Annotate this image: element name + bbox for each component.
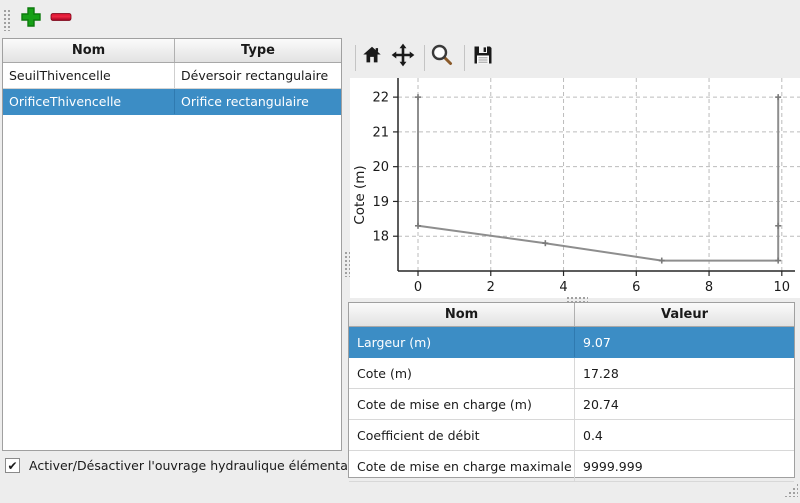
window-resize-grip[interactable] bbox=[784, 483, 798, 497]
cell-nom: OrificeThivencelle bbox=[3, 89, 175, 114]
property-name: Cote (m) bbox=[349, 358, 575, 388]
property-value: 9999.999 bbox=[583, 458, 643, 474]
structure-profile-figure[interactable]: 0 2 4 6 8 10 18 19 20 21 22 Cote (m) bbox=[350, 78, 800, 298]
table-row-selected[interactable]: OrificeThivencelle Orifice rectangulaire bbox=[3, 89, 341, 115]
home-icon bbox=[361, 44, 383, 70]
column-header-valeur[interactable]: Valeur bbox=[660, 307, 709, 322]
main-toolbar bbox=[0, 0, 800, 38]
check-icon: ✔ bbox=[7, 458, 18, 473]
column-header-nom[interactable]: Nom bbox=[3, 39, 175, 62]
properties-table-header: Nom Valeur bbox=[349, 303, 794, 327]
property-row-selected[interactable]: Largeur (m) 9.07 bbox=[349, 327, 794, 358]
plot-pan-button[interactable] bbox=[390, 42, 416, 72]
property-value: 17.28 bbox=[583, 365, 619, 381]
cell-type: Déversoir rectangulaire bbox=[181, 68, 329, 83]
svg-text:21: 21 bbox=[372, 125, 389, 140]
properties-table: Nom Valeur Largeur (m) 9.07 Cote (m) 17.… bbox=[348, 302, 795, 482]
minus-icon bbox=[49, 5, 73, 33]
enable-structure-checkbox[interactable]: ✔ bbox=[5, 458, 20, 473]
cell-nom: SeuilThivencelle bbox=[3, 63, 175, 88]
property-name: Cote de mise en charge maximale bbox=[349, 451, 575, 481]
property-row[interactable]: Cote de mise en charge maximale 9999.999 bbox=[349, 451, 794, 482]
pan-arrows-icon bbox=[390, 42, 416, 72]
svg-text:0: 0 bbox=[414, 280, 422, 295]
property-value: 0.4 bbox=[583, 427, 603, 443]
property-row[interactable]: Coefficient de débit 0.4 bbox=[349, 420, 794, 451]
svg-text:Cote (m): Cote (m) bbox=[352, 165, 368, 224]
toolbar-separator bbox=[355, 45, 356, 71]
property-row[interactable]: Cote (m) 17.28 bbox=[349, 358, 794, 389]
svg-text:8: 8 bbox=[705, 280, 713, 295]
svg-text:2: 2 bbox=[487, 280, 495, 295]
toolbar-separator bbox=[464, 45, 465, 71]
toolbar-drag-handle[interactable] bbox=[3, 9, 10, 31]
magnifier-icon bbox=[430, 43, 454, 71]
structures-table: Nom Type SeuilThivencelle Déversoir rect… bbox=[2, 38, 342, 451]
property-name: Largeur (m) bbox=[349, 327, 575, 357]
property-value: 9.07 bbox=[583, 334, 611, 350]
enable-structure-label: Activer/Désactiver l'ouvrage hydraulique… bbox=[29, 458, 364, 473]
column-header-type[interactable]: Type bbox=[241, 43, 275, 58]
remove-structure-button[interactable] bbox=[48, 6, 74, 32]
property-name: Cote de mise en charge (m) bbox=[349, 389, 575, 419]
horizontal-splitter-handle[interactable] bbox=[566, 296, 588, 302]
property-row[interactable]: Cote de mise en charge (m) 20.74 bbox=[349, 389, 794, 420]
add-structure-button[interactable] bbox=[18, 6, 44, 32]
vertical-splitter-handle[interactable] bbox=[344, 251, 350, 277]
svg-text:18: 18 bbox=[372, 230, 389, 245]
column-header-nom[interactable]: Nom bbox=[349, 303, 575, 326]
cell-type: Orifice rectangulaire bbox=[181, 94, 309, 109]
plus-icon bbox=[19, 5, 43, 33]
svg-text:6: 6 bbox=[632, 280, 640, 295]
property-value: 20.74 bbox=[583, 396, 619, 412]
plot-home-button[interactable] bbox=[359, 44, 385, 70]
plot-save-button[interactable] bbox=[470, 44, 496, 70]
toolbar-separator bbox=[424, 45, 425, 71]
svg-text:10: 10 bbox=[774, 280, 791, 295]
property-name: Coefficient de débit bbox=[349, 420, 575, 450]
structures-table-header: Nom Type bbox=[3, 39, 341, 63]
enable-structure-row: ✔ Activer/Désactiver l'ouvrage hydrauliq… bbox=[5, 458, 364, 473]
plot-zoom-button[interactable] bbox=[429, 44, 455, 70]
svg-text:20: 20 bbox=[372, 160, 389, 175]
table-row[interactable]: SeuilThivencelle Déversoir rectangulaire bbox=[3, 63, 341, 89]
svg-text:19: 19 bbox=[372, 195, 389, 210]
profile-chart: 0 2 4 6 8 10 18 19 20 21 22 Cote (m) bbox=[352, 78, 800, 295]
svg-text:4: 4 bbox=[559, 280, 567, 295]
svg-text:22: 22 bbox=[372, 91, 389, 106]
save-icon bbox=[471, 43, 495, 71]
